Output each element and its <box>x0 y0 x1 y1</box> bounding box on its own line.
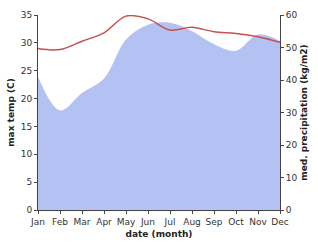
svg-text:Jul: Jul <box>164 217 176 227</box>
svg-text:Oct: Oct <box>228 217 244 227</box>
svg-text:May: May <box>117 217 136 227</box>
svg-text:0: 0 <box>26 205 32 215</box>
svg-text:Aug: Aug <box>183 217 201 227</box>
svg-text:50: 50 <box>286 43 298 53</box>
svg-text:max temp (C): max temp (C) <box>6 78 16 147</box>
svg-text:Nov: Nov <box>249 217 267 227</box>
svg-text:20: 20 <box>286 140 298 150</box>
svg-text:10: 10 <box>286 173 298 183</box>
svg-text:date (month): date (month) <box>126 229 193 239</box>
svg-text:Jan: Jan <box>30 217 45 227</box>
svg-text:Mar: Mar <box>74 217 91 227</box>
svg-text:Feb: Feb <box>52 217 68 227</box>
svg-text:5: 5 <box>26 177 32 187</box>
svg-text:40: 40 <box>286 75 298 85</box>
svg-text:Sep: Sep <box>206 217 223 227</box>
svg-text:Dec: Dec <box>271 217 288 227</box>
svg-text:30: 30 <box>286 108 298 118</box>
svg-text:Apr: Apr <box>96 217 112 227</box>
svg-text:10: 10 <box>21 149 33 159</box>
svg-text:20: 20 <box>21 94 33 104</box>
svg-text:60: 60 <box>286 10 298 20</box>
svg-text:med. precipitation (kg/m2): med. precipitation (kg/m2) <box>299 44 309 180</box>
svg-text:Jun: Jun <box>140 217 155 227</box>
svg-text:30: 30 <box>21 38 33 48</box>
svg-text:0: 0 <box>286 205 292 215</box>
svg-text:25: 25 <box>21 66 32 76</box>
svg-text:15: 15 <box>21 122 32 132</box>
svg-text:35: 35 <box>21 10 32 20</box>
